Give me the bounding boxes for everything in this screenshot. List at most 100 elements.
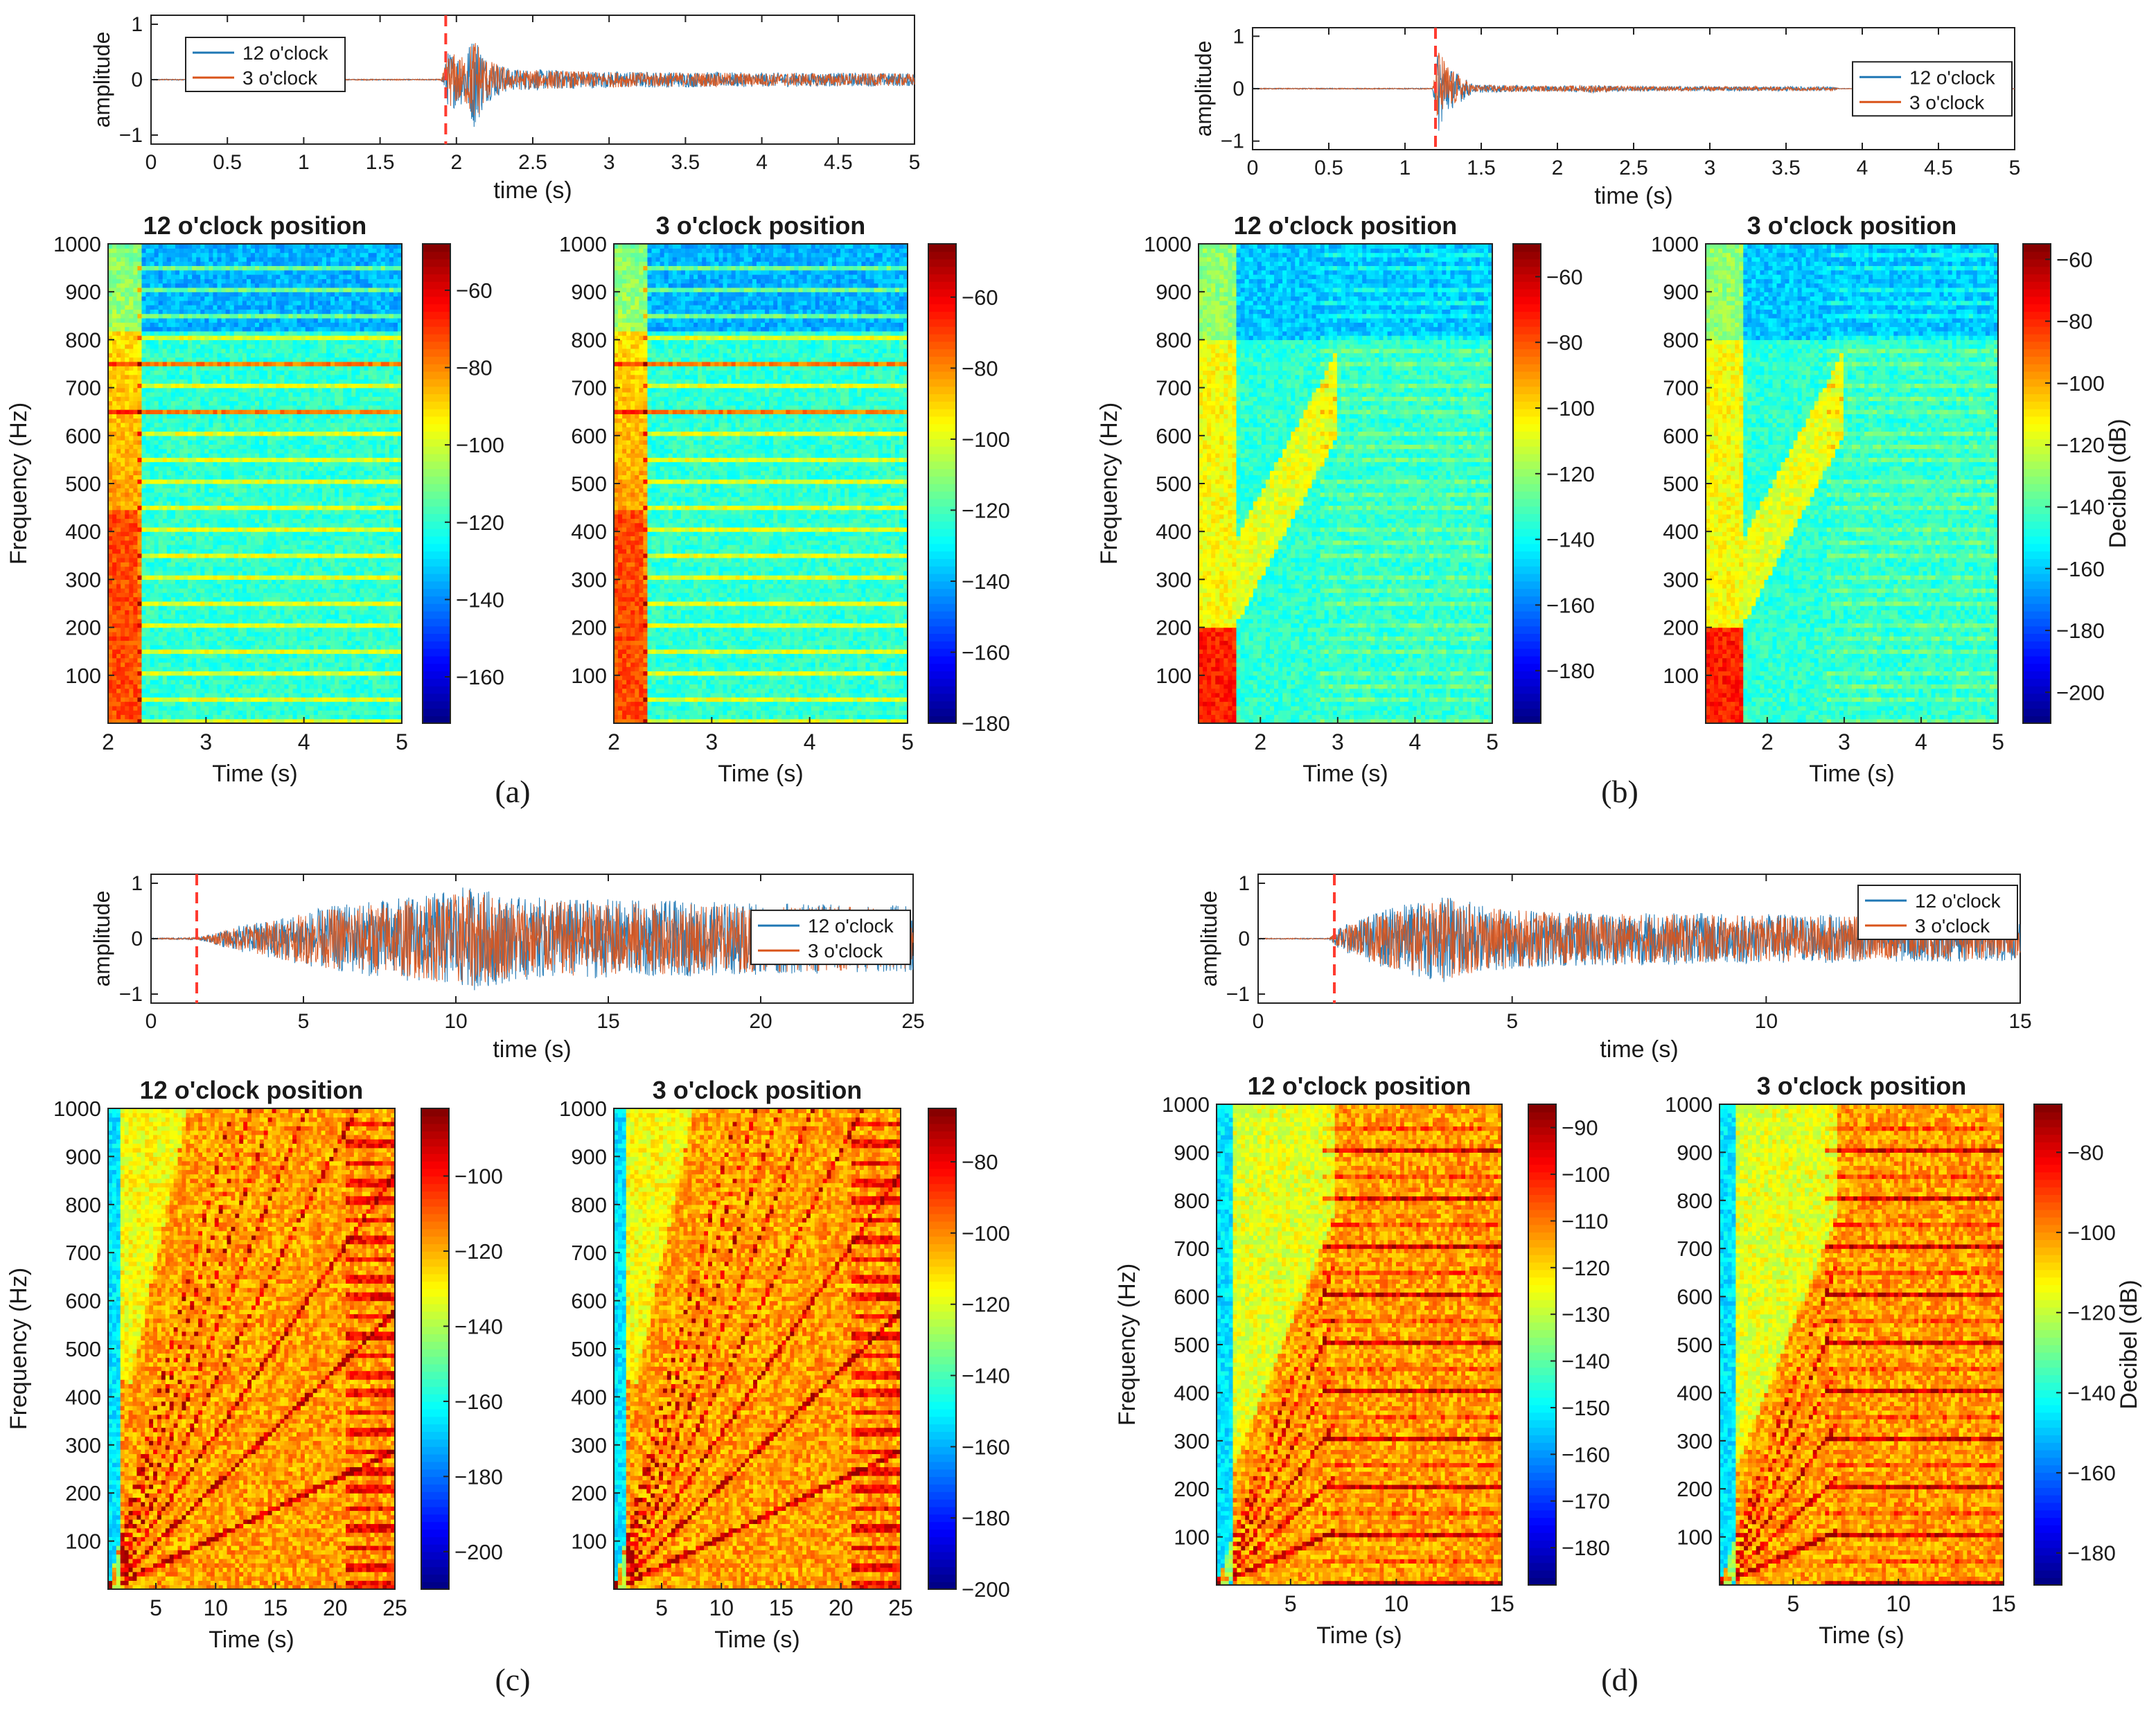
colorbar-tick-label: −100 [1562, 1162, 1610, 1187]
colorbar-tick-label: −60 [2056, 247, 2093, 272]
x-tick-label: 4 [1409, 729, 1422, 754]
spectrogram-title: 12 o'clock position [143, 211, 367, 240]
figure: 00.511.522.533.544.55−101time (s)amplitu… [0, 0, 2156, 1706]
colorbar-tick-label: −140 [456, 587, 504, 612]
legend-entry: 12 o'clock [808, 915, 894, 937]
x-axis-label: Time (s) [1819, 1622, 1904, 1649]
y-tick-label: 700 [65, 1241, 101, 1265]
x-tick-label: 10 [203, 1595, 228, 1620]
x-tick-label: 5 [396, 729, 408, 754]
colorbar-tick-label: −120 [454, 1239, 503, 1264]
spectrogram-cells [614, 244, 908, 724]
y-tick-label: 1000 [53, 232, 101, 256]
y-tick-label: 0 [131, 928, 143, 950]
spectrogram-cells [108, 244, 403, 724]
y-tick-label: 200 [1677, 1477, 1713, 1501]
x-tick-label: 10 [709, 1595, 734, 1620]
colorbar: −60−80−100−120−140−160−180 [1513, 244, 1595, 724]
y-tick-label: 1000 [1665, 1092, 1713, 1117]
y-axis-label: Frequency (Hz) [6, 402, 32, 565]
x-axis-label: time (s) [493, 177, 572, 204]
colorbar-tick-label: −140 [1562, 1349, 1610, 1374]
y-tick-label: 400 [1174, 1381, 1210, 1405]
colorbar-tick-label: −100 [456, 433, 504, 457]
spectrogram-title: 3 o'clock position [653, 1076, 863, 1104]
x-tick-label: 5 [1486, 729, 1499, 754]
y-tick-label: 600 [1174, 1285, 1210, 1309]
y-tick-label: 1000 [1144, 232, 1192, 256]
y-tick-label: 800 [1677, 1189, 1713, 1213]
legend-entry: 3 o'clock [1915, 915, 1990, 937]
y-tick-label: 1000 [1651, 232, 1699, 256]
colorbar-tick-label: −160 [2056, 557, 2105, 581]
colorbar-tick-label: −160 [1546, 593, 1595, 617]
colorbar-tick-label: −100 [962, 427, 1010, 452]
x-tick-label: 3 [1704, 157, 1716, 179]
colorbar-tick-label: −140 [1546, 528, 1595, 552]
spectrogram-title: 3 o'clock position [656, 211, 866, 240]
x-axis-label: time (s) [493, 1036, 571, 1063]
y-tick-label: −1 [1226, 983, 1250, 1006]
spectrogram-title: 3 o'clock position [1757, 1072, 1967, 1100]
x-tick-label: 2.5 [518, 151, 547, 174]
y-tick-label: 700 [571, 1241, 607, 1265]
spectrogram-plot: 3 o'clock position1002003004005006007008… [559, 1076, 1010, 1653]
y-tick-label: 400 [65, 1385, 101, 1409]
colorbar-tick-label: −80 [2056, 310, 2093, 334]
y-tick-label: 200 [571, 616, 607, 640]
x-tick-label: 4.5 [824, 151, 853, 174]
spectrogram-title: 12 o'clock position [140, 1076, 364, 1104]
spectrogram-plot: 12 o'clock position100200300400500600700… [1096, 211, 1595, 787]
x-tick-label: 5 [298, 1010, 310, 1033]
x-tick-label: 0 [145, 151, 157, 174]
x-tick-label: 0.5 [1314, 157, 1343, 179]
x-tick-label: 1 [1399, 157, 1411, 179]
y-tick-label: 800 [1156, 328, 1192, 352]
colorbar-tick-label: −120 [1546, 462, 1595, 486]
y-tick-label: 300 [1174, 1429, 1210, 1453]
x-tick-label: 4 [804, 729, 816, 754]
y-axis-label: amplitude [89, 32, 114, 128]
x-tick-label: 2.5 [1619, 157, 1648, 179]
colorbar-tick-label: −100 [1546, 396, 1595, 420]
spectrogram-plot: 3 o'clock position1002003004005006007008… [1665, 1072, 2142, 1649]
x-tick-label: 10 [444, 1010, 467, 1033]
x-tick-label: 20 [829, 1595, 854, 1620]
colorbar-tick-label: −160 [454, 1390, 503, 1414]
colorbar-tick-label: −120 [962, 498, 1010, 522]
x-tick-label: 5 [2009, 157, 2021, 179]
y-tick-label: 200 [1663, 616, 1699, 640]
colorbar-tick-label: −60 [1546, 265, 1583, 289]
y-tick-label: 800 [65, 328, 101, 352]
x-tick-label: 15 [769, 1595, 794, 1620]
x-axis-label: Time (s) [1316, 1622, 1402, 1649]
colorbar-tick-label: −170 [1562, 1489, 1610, 1514]
y-tick-label: 0 [1238, 928, 1250, 950]
spectrogram-plot: 3 o'clock position1002003004005006007008… [1651, 211, 2131, 787]
y-tick-label: 100 [571, 1530, 607, 1554]
spectrogram-cells [108, 1108, 396, 1590]
y-tick-label: 100 [65, 1530, 101, 1554]
x-tick-label: 3 [1332, 729, 1344, 754]
colorbar-tick-label: −160 [2067, 1461, 2116, 1485]
colorbar-tick-label: −80 [2067, 1140, 2104, 1165]
x-tick-label: 5 [150, 1595, 162, 1620]
y-axis-label: Frequency (Hz) [6, 1268, 32, 1430]
y-tick-label: −1 [119, 983, 143, 1006]
y-tick-label: 400 [65, 520, 101, 544]
colorbar-tick-label: −180 [2056, 619, 2105, 643]
colorbar-tick-label: −160 [456, 665, 504, 689]
spectrogram-title: 12 o'clock position [1234, 211, 1458, 240]
y-tick-label: 900 [65, 1144, 101, 1169]
x-tick-label: 2 [450, 151, 462, 174]
y-tick-label: 1000 [53, 1097, 101, 1121]
x-tick-label: 5 [655, 1595, 668, 1620]
colorbar: −80−100−120−140−160−180−200 [928, 1108, 1010, 1602]
y-tick-label: 200 [65, 1481, 101, 1505]
x-tick-label: 3 [1838, 729, 1850, 754]
y-tick-label: 1 [131, 872, 143, 895]
